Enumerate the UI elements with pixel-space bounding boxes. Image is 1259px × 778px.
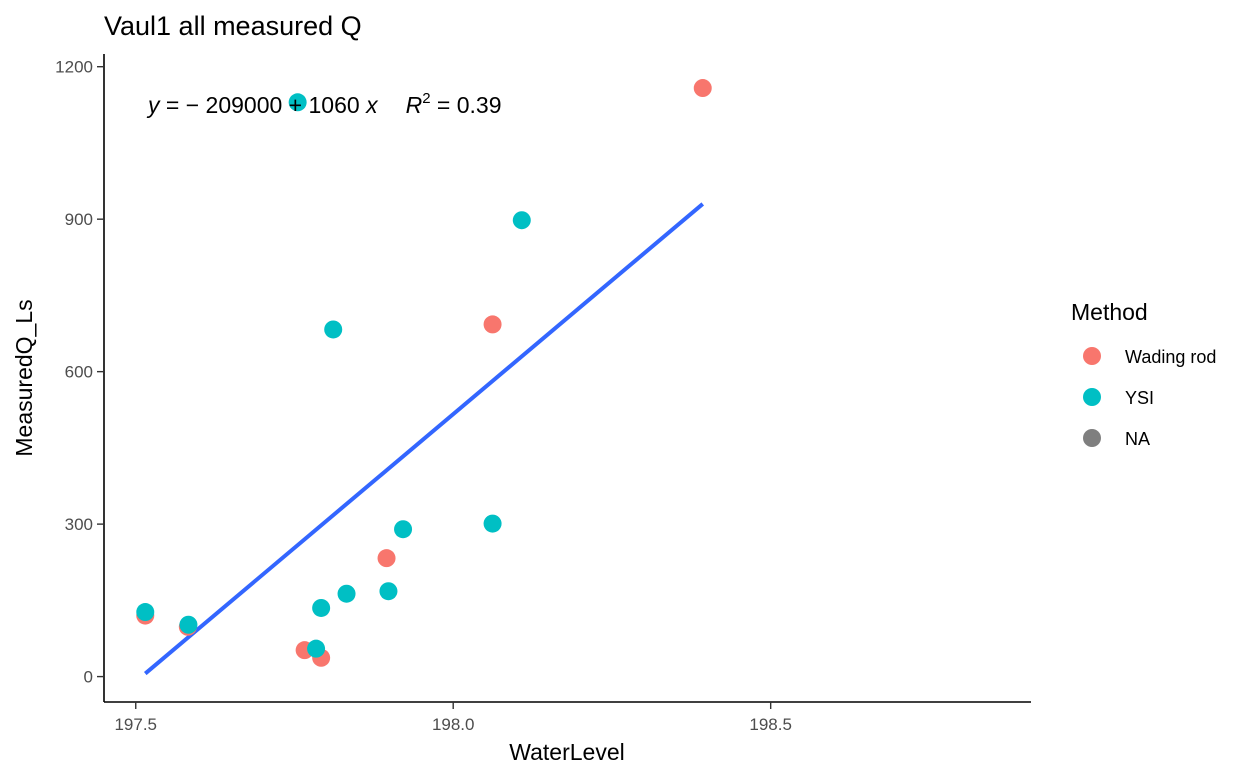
- y-tick-label: 0: [84, 668, 93, 687]
- regression-equation: y = − 209000 + 1060 x R2 = 0.39: [146, 90, 502, 118]
- x-tick-label: 198.5: [749, 715, 792, 734]
- y-tick-label: 1200: [55, 58, 93, 77]
- plot-area: [136, 79, 712, 676]
- y-tick-label: 600: [65, 363, 93, 382]
- data-point-wading-rod: [483, 315, 502, 334]
- series-wading-rod: [136, 79, 712, 667]
- legend: Method Wading rod YSI NA: [1071, 299, 1216, 449]
- eq-coefficients: = − 209000 + 1060: [160, 92, 367, 118]
- data-point-ysi: [394, 520, 413, 539]
- data-point-wading-rod: [693, 79, 712, 98]
- eq-y-symbol: y: [146, 92, 161, 118]
- legend-key-ysi: [1083, 388, 1101, 406]
- data-point-ysi: [483, 514, 502, 533]
- chart-title: Vaul1 all measured Q: [104, 11, 362, 41]
- y-tick-label: 300: [65, 515, 93, 534]
- data-point-ysi: [136, 603, 155, 622]
- data-point-ysi: [337, 584, 356, 603]
- x-tick-label: 197.5: [114, 715, 157, 734]
- data-point-ysi: [312, 598, 331, 617]
- x-axis-ticks: 197.5 198.0 198.5: [114, 702, 792, 734]
- y-axis-title: MeasuredQ_Ls: [11, 299, 37, 456]
- data-point-wading-rod: [377, 549, 396, 568]
- legend-key-wading-rod: [1083, 347, 1101, 365]
- legend-label-wading-rod: Wading rod: [1125, 347, 1216, 367]
- eq-x-symbol: x: [365, 92, 379, 118]
- x-axis-title: WaterLevel: [509, 739, 624, 765]
- legend-label-na: NA: [1125, 429, 1150, 449]
- eq-r-symbol: R: [406, 92, 423, 118]
- data-point-ysi: [512, 211, 531, 230]
- regression-line: [143, 202, 705, 676]
- legend-key-na: [1083, 429, 1101, 447]
- y-axis-ticks: 0 300 600 900 1200: [55, 58, 104, 687]
- data-point-ysi: [288, 93, 307, 112]
- eq-r2-value: = 0.39: [431, 92, 502, 118]
- legend-label-ysi: YSI: [1125, 388, 1154, 408]
- eq-r-superscript: 2: [422, 90, 430, 107]
- data-point-ysi: [324, 320, 343, 339]
- series-ysi: [136, 93, 531, 658]
- data-point-ysi: [179, 615, 198, 634]
- data-point-ysi: [307, 639, 326, 658]
- x-tick-label: 198.0: [432, 715, 475, 734]
- y-tick-label: 900: [65, 210, 93, 229]
- legend-title: Method: [1071, 299, 1148, 325]
- data-point-ysi: [379, 582, 398, 601]
